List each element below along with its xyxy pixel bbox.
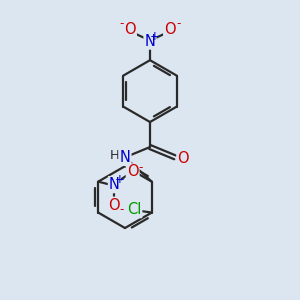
Text: O: O xyxy=(164,22,176,38)
Text: +: + xyxy=(115,173,124,186)
Text: -: - xyxy=(119,17,124,31)
Text: O: O xyxy=(109,198,120,213)
Text: O: O xyxy=(178,151,189,166)
Text: N: N xyxy=(119,150,130,165)
Text: N: N xyxy=(109,177,120,192)
Text: O: O xyxy=(127,164,139,179)
Text: +: + xyxy=(150,29,160,43)
Text: -: - xyxy=(176,17,181,31)
Text: H: H xyxy=(110,149,119,162)
Text: O: O xyxy=(124,22,136,38)
Text: Cl: Cl xyxy=(127,202,141,217)
Text: -: - xyxy=(120,203,124,216)
Text: -: - xyxy=(138,161,142,174)
Text: N: N xyxy=(145,34,155,49)
